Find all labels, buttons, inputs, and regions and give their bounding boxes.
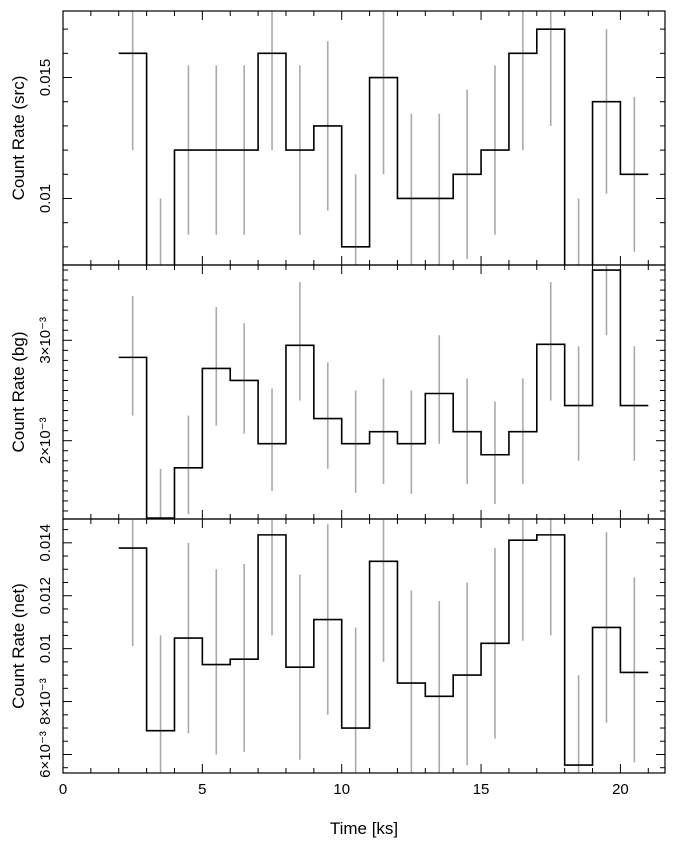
panel-1: 0.01 0.015 Count Rate (src): [9, 10, 666, 266]
panel-frame: [62, 264, 666, 520]
y-tick-label: 0.012: [37, 577, 54, 615]
error-bars: [131, 11, 636, 265]
y-axis-title: Count Rate (src): [9, 76, 28, 201]
y-tick-label: 0.01: [37, 634, 54, 663]
y-axis-title: Count Rate (bg): [9, 332, 28, 453]
panel-frame: [62, 10, 666, 266]
x-tick-label: 10: [333, 781, 350, 798]
x-tick-label: 5: [198, 781, 206, 798]
y-tick-label: 0.014: [37, 524, 54, 562]
y-tick-label: 3×10⁻³: [37, 317, 54, 364]
x-tick-label: 20: [612, 781, 629, 798]
y-tick-label: 6×10⁻³: [37, 731, 54, 778]
panel-3: 6×10⁻³ 8×10⁻³ 0.01 0.012 0.014 Count Rate (ne…: [9, 518, 666, 778]
panel-frame: [62, 518, 666, 774]
y-axis-title: Count Rate (net): [9, 583, 28, 709]
x-axis-title: Time [ks]: [330, 819, 398, 838]
step-line: [118, 534, 649, 766]
x-tick-label: 15: [473, 781, 490, 798]
y-tick-label: 2×10⁻³: [37, 417, 54, 464]
step-line: [118, 269, 649, 519]
x-tick-label: 0: [59, 781, 67, 798]
y-tick-label: 0.01: [37, 184, 54, 213]
panel-2: 2×10⁻³ 3×10⁻³ Count Rate (bg): [9, 264, 666, 520]
step-line: [118, 28, 649, 265]
error-bars: [131, 265, 636, 519]
y-tick-label: 0.015: [37, 59, 54, 97]
error-bars: [131, 519, 636, 773]
y-tick-label: 8×10⁻³: [37, 678, 54, 725]
